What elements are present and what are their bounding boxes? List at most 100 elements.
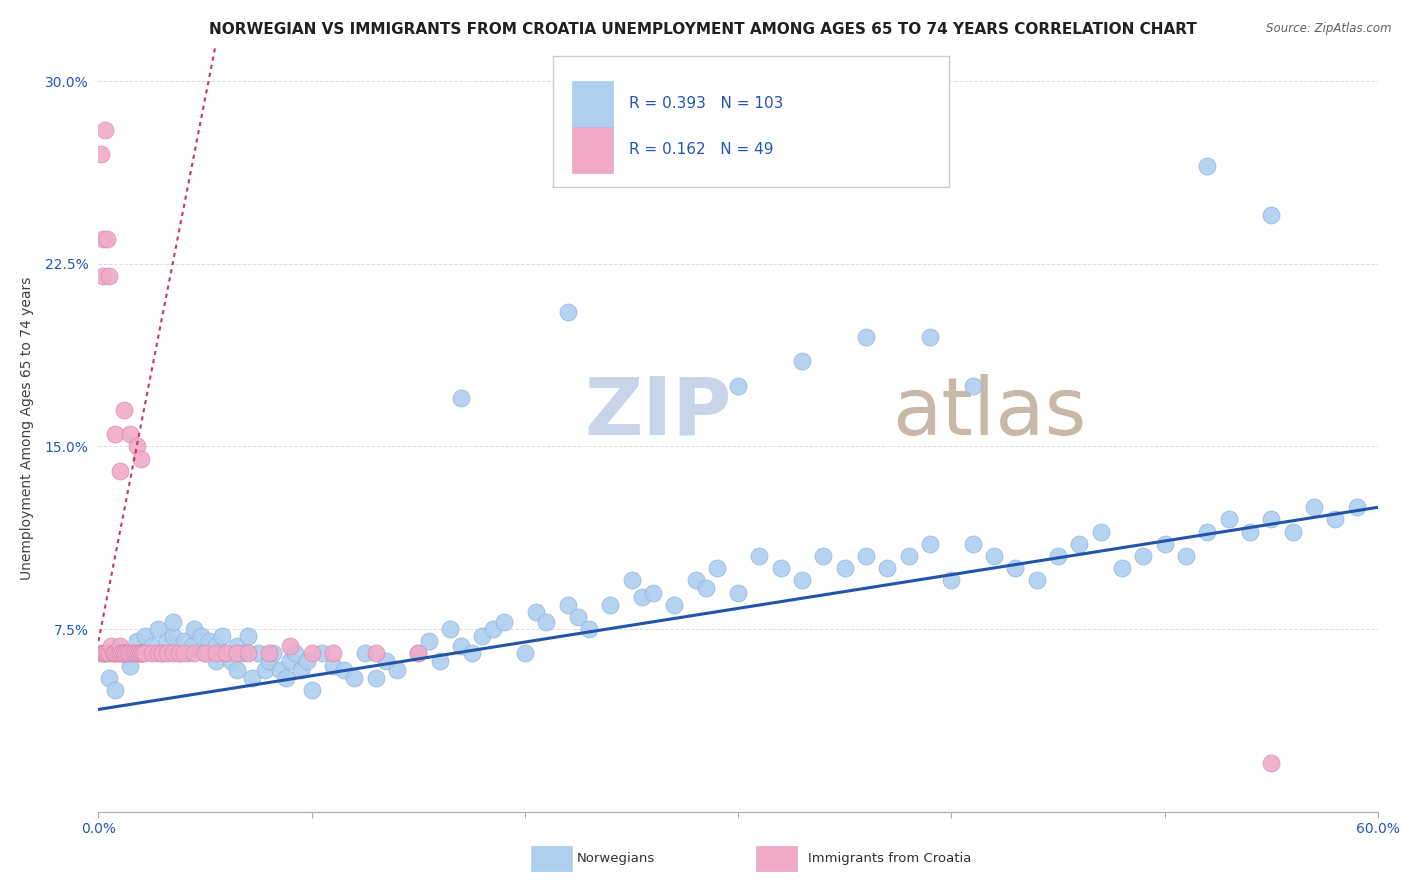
- Point: [96, 232, 118, 246]
- Point: [322, 658, 344, 673]
- Point: [115, 647, 138, 661]
- Point: [112, 647, 135, 661]
- Point: [108, 647, 131, 661]
- Point: [322, 647, 344, 661]
- Point: [578, 622, 600, 636]
- Point: [156, 647, 179, 661]
- Point: [290, 664, 312, 678]
- Point: [664, 598, 686, 612]
- Point: [790, 574, 813, 588]
- Point: [183, 647, 205, 661]
- Point: [91, 647, 114, 661]
- Point: [962, 537, 984, 551]
- Point: [129, 647, 152, 661]
- Point: [274, 671, 297, 685]
- Point: [240, 671, 263, 685]
- Point: [1197, 524, 1219, 539]
- Point: [482, 622, 505, 636]
- Point: [524, 605, 547, 619]
- Point: [121, 647, 143, 661]
- Point: [920, 330, 942, 344]
- Point: [1025, 574, 1047, 588]
- Point: [1174, 549, 1197, 563]
- Text: Source: ZipAtlas.com: Source: ZipAtlas.com: [1267, 22, 1392, 36]
- Point: [257, 654, 280, 668]
- Point: [226, 639, 249, 653]
- Point: [599, 598, 621, 612]
- Point: [236, 647, 259, 661]
- Point: [177, 647, 200, 661]
- Point: [1346, 500, 1368, 515]
- Point: [194, 647, 217, 661]
- Point: [897, 549, 920, 563]
- Point: [226, 664, 249, 678]
- Point: [748, 549, 770, 563]
- Point: [813, 549, 835, 563]
- Point: [1302, 500, 1324, 515]
- Point: [112, 647, 135, 661]
- Point: [117, 647, 139, 661]
- Point: [108, 639, 131, 653]
- Point: [1197, 160, 1219, 174]
- Point: [1260, 208, 1282, 222]
- Point: [253, 664, 276, 678]
- Point: [141, 647, 163, 661]
- Point: [834, 561, 856, 575]
- Point: [1239, 524, 1261, 539]
- Point: [262, 647, 284, 661]
- Point: [727, 378, 749, 392]
- Point: [108, 464, 131, 478]
- Point: [128, 647, 150, 661]
- Point: [152, 647, 174, 661]
- Point: [471, 629, 494, 643]
- Point: [364, 647, 387, 661]
- Point: [557, 598, 579, 612]
- Point: [104, 647, 127, 661]
- Point: [162, 615, 184, 629]
- Point: [1004, 561, 1026, 575]
- Point: [695, 581, 717, 595]
- Point: [94, 647, 117, 661]
- Point: [190, 629, 212, 643]
- Point: [790, 354, 813, 368]
- Point: [364, 671, 387, 685]
- Point: [439, 622, 461, 636]
- Point: [706, 561, 728, 575]
- Point: [104, 682, 127, 697]
- Point: [112, 647, 135, 661]
- Point: [769, 561, 792, 575]
- Point: [311, 647, 333, 661]
- Point: [98, 268, 121, 283]
- Text: ZIP: ZIP: [585, 374, 733, 452]
- Point: [120, 647, 142, 661]
- Point: [460, 647, 482, 661]
- Point: [120, 427, 142, 442]
- Point: [343, 671, 366, 685]
- Point: [983, 549, 1005, 563]
- Point: [173, 634, 195, 648]
- Point: [134, 629, 156, 643]
- Point: [354, 647, 377, 661]
- Point: [132, 647, 155, 661]
- Point: [215, 647, 238, 661]
- Point: [375, 654, 398, 668]
- Point: [125, 647, 148, 661]
- Point: [94, 123, 117, 137]
- Point: [1132, 549, 1154, 563]
- Point: [620, 574, 643, 588]
- Point: [855, 330, 877, 344]
- Point: [100, 639, 122, 653]
- Point: [146, 622, 169, 636]
- Point: [173, 647, 195, 661]
- Point: [204, 654, 226, 668]
- Point: [1046, 549, 1069, 563]
- Point: [183, 622, 205, 636]
- Y-axis label: Unemployment Among Ages 65 to 74 years: Unemployment Among Ages 65 to 74 years: [20, 277, 34, 580]
- Text: atlas: atlas: [891, 374, 1085, 452]
- Point: [385, 664, 408, 678]
- Point: [1111, 561, 1133, 575]
- Point: [91, 268, 114, 283]
- Point: [112, 403, 135, 417]
- FancyBboxPatch shape: [553, 56, 949, 186]
- Point: [450, 391, 472, 405]
